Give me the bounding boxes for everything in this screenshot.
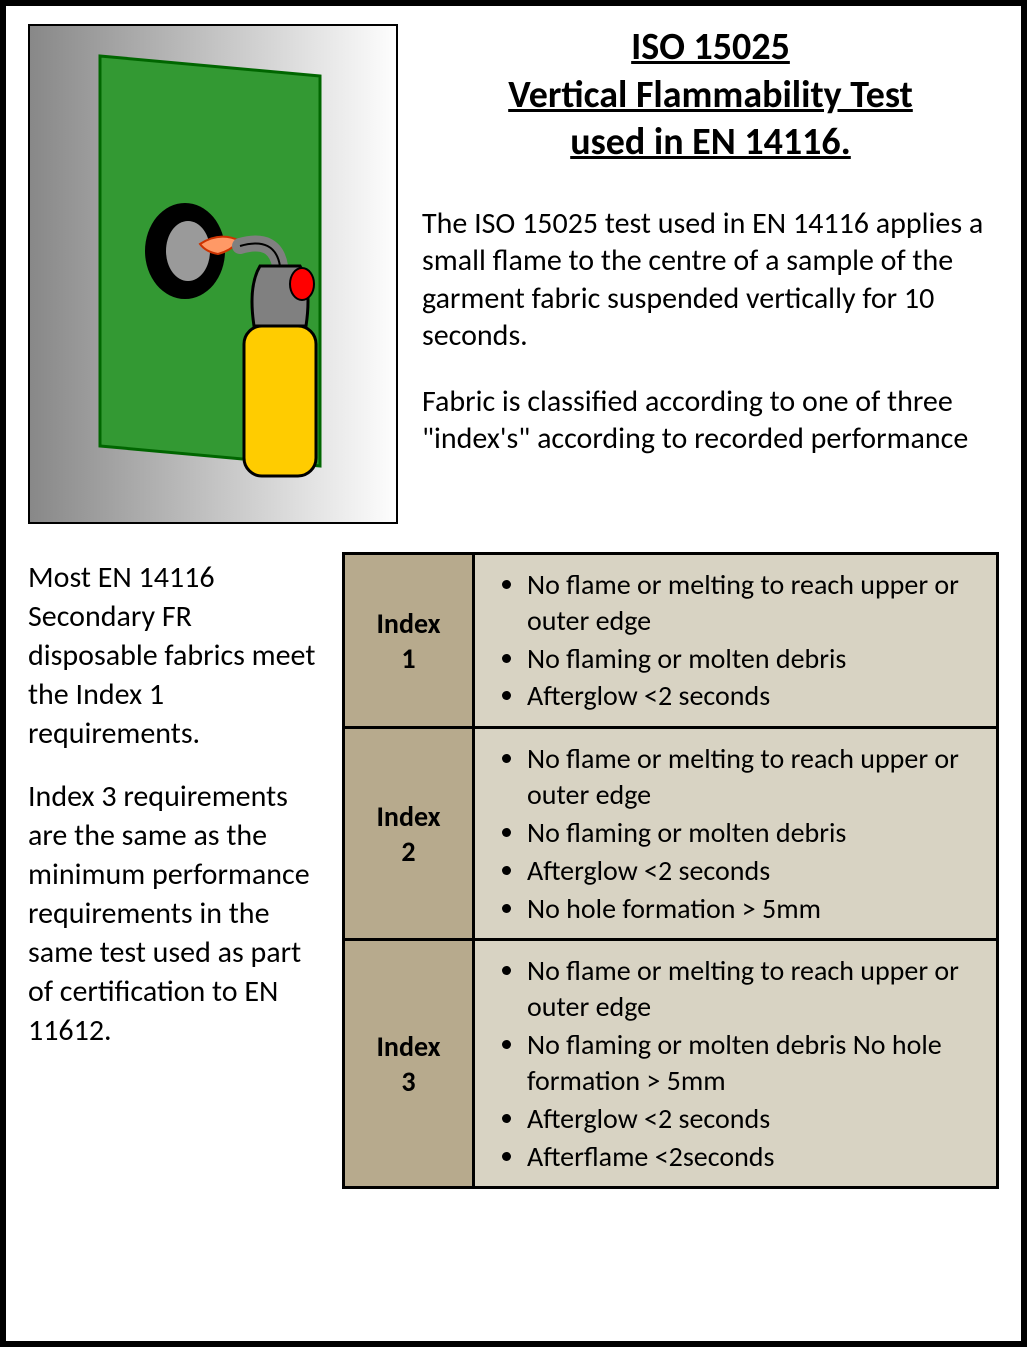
bottom-row: Most EN 14116 Secondary FR disposable fa… <box>28 552 999 1189</box>
index-label-word: Index <box>376 1029 440 1064</box>
table-row: Index 3 No flame or melting to reach upp… <box>344 940 998 1188</box>
index-label-word: Index <box>376 799 440 834</box>
document-title: ISO 15025 Vertical Flammability Test use… <box>422 24 999 167</box>
title-line-1: ISO 15025 <box>631 24 790 70</box>
top-row: ISO 15025 Vertical Flammability Test use… <box>28 24 999 524</box>
index-label-num: 2 <box>401 834 415 869</box>
list-item: No flame or melting to reach upper or ou… <box>527 567 982 639</box>
intro-paragraph-2: Fabric is classified according to one of… <box>422 383 999 458</box>
index-label-num: 1 <box>401 641 415 676</box>
index-label-word: Index <box>376 606 440 641</box>
list-item: No flaming or molten debris <box>527 641 982 677</box>
flammability-diagram <box>28 24 398 524</box>
side-note-2: Index 3 requirements are the same as the… <box>28 777 318 1050</box>
criteria-list: No flame or melting to reach upper or ou… <box>489 567 982 714</box>
list-item: No flame or melting to reach upper or ou… <box>527 953 982 1025</box>
title-line-2: Vertical Flammability Test <box>508 72 913 118</box>
index-content-cell: No flame or melting to reach upper or ou… <box>474 728 998 940</box>
list-item: No flaming or molten debris No hole form… <box>527 1027 982 1099</box>
index-label-cell: Index 2 <box>344 728 474 940</box>
right-column: ISO 15025 Vertical Flammability Test use… <box>422 24 999 524</box>
list-item: No flaming or molten debris <box>527 815 982 851</box>
index-label-num: 3 <box>401 1064 415 1099</box>
diagram-svg <box>30 26 398 524</box>
index-table: Index 1 No flame or melting to reach upp… <box>342 552 999 1189</box>
index-content-cell: No flame or melting to reach upper or ou… <box>474 554 998 728</box>
criteria-list: No flame or melting to reach upper or ou… <box>489 741 982 926</box>
list-item: Afterglow <2 seconds <box>527 678 982 714</box>
criteria-list: No flame or melting to reach upper or ou… <box>489 953 982 1174</box>
list-item: No hole formation > 5mm <box>527 891 982 927</box>
index-table-body: Index 1 No flame or melting to reach upp… <box>344 554 998 1188</box>
list-item: Afterflame <2seconds <box>527 1139 982 1175</box>
list-item: Afterglow <2 seconds <box>527 853 982 889</box>
title-line-3: used in EN 14116. <box>570 119 851 165</box>
list-item: No flame or melting to reach upper or ou… <box>527 741 982 813</box>
intro-paragraph-1: The ISO 15025 test used in EN 14116 appl… <box>422 205 999 355</box>
table-row: Index 2 No flame or melting to reach upp… <box>344 728 998 940</box>
index-content-cell: No flame or melting to reach upper or ou… <box>474 940 998 1188</box>
index-label-cell: Index 1 <box>344 554 474 728</box>
side-note-1: Most EN 14116 Secondary FR disposable fa… <box>28 558 318 753</box>
page-frame: ISO 15025 Vertical Flammability Test use… <box>0 0 1027 1347</box>
index-label-cell: Index 3 <box>344 940 474 1188</box>
list-item: Afterglow <2 seconds <box>527 1101 982 1137</box>
side-notes: Most EN 14116 Secondary FR disposable fa… <box>28 552 318 1189</box>
table-row: Index 1 No flame or melting to reach upp… <box>344 554 998 728</box>
